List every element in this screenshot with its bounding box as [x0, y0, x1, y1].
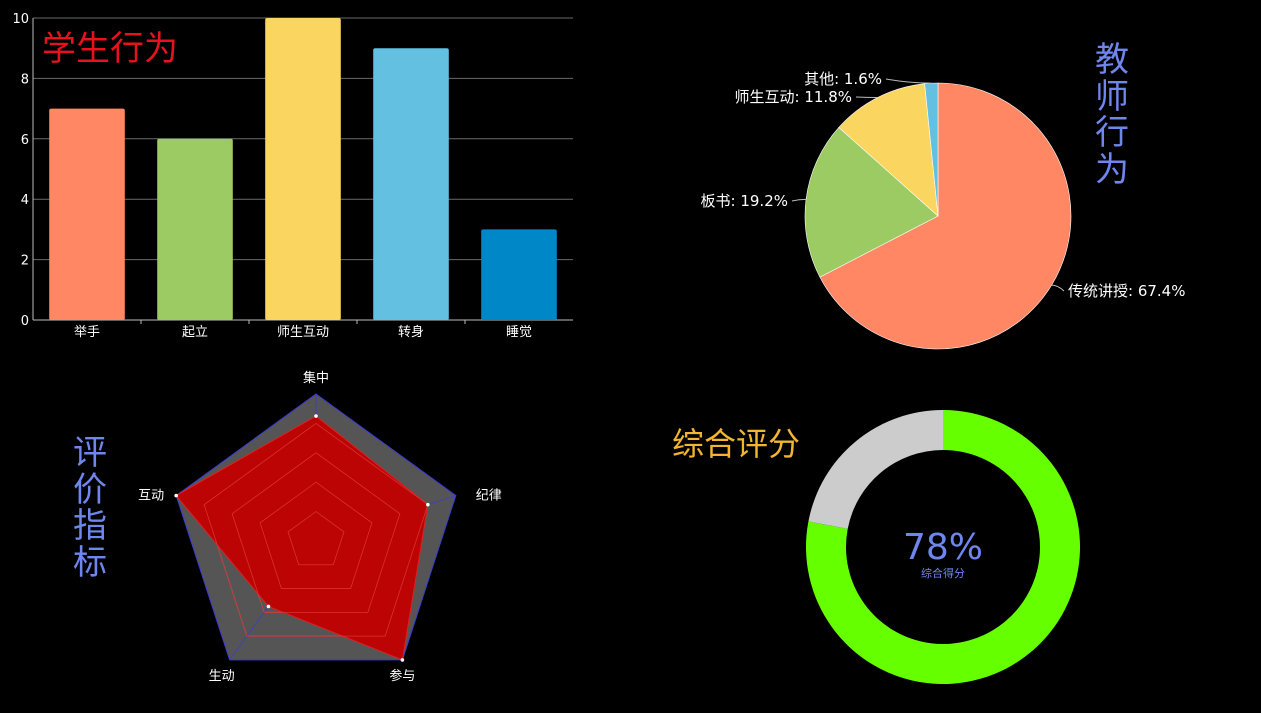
radar-point	[401, 658, 405, 662]
bar-x-tick-label: 师生互动	[277, 325, 329, 340]
pie-leader-line	[792, 199, 806, 201]
teacher-behavior-pie-chart: 传统讲授: 67.4% 板书: 19.2% 师生互动: 11.8%其他: 1.6%	[620, 0, 1261, 370]
student-behavior-title: 学生行为	[42, 32, 178, 66]
bar-y-tick-label: 2	[21, 254, 29, 269]
radar-axis-label: 集中	[303, 370, 329, 386]
radar-point	[426, 503, 430, 507]
overall-score-panel: 78%综合得分 综合评分	[620, 380, 1261, 709]
radar-axis-label: 纪律	[476, 489, 502, 504]
student-behavior-panel: 0 2 4 6 8 10 举手 起立 师生互动 转身 睡觉 学生行为	[0, 0, 600, 355]
bar-y-tick-label: 8	[21, 72, 29, 87]
radar-point	[314, 414, 318, 418]
bar-x-tick-label: 举手	[74, 325, 100, 340]
pie-slice-label: 传统讲授: 67.4%	[1068, 282, 1185, 300]
bar-x-tick-label: 起立	[182, 325, 208, 340]
bar-2	[157, 139, 233, 320]
overall-score-title: 综合评分	[672, 428, 800, 460]
pie-slice-label: 师生互动: 11.8%	[735, 88, 852, 106]
bar-y-tick-label: 4	[21, 193, 29, 208]
donut-remaining-arc	[808, 410, 943, 529]
radar-axis-label: 生动	[209, 669, 235, 684]
teacher-behavior-title: 教师行为	[1092, 42, 1132, 189]
pie-leader-line	[886, 79, 931, 83]
evaluation-title: 评价指标	[70, 435, 110, 582]
radar-axis-label: 参与	[389, 668, 415, 684]
donut-center-value: 78%	[903, 527, 983, 568]
pie-slice-label: 板书: 19.2%	[701, 192, 788, 210]
bar-x-tick-label: 转身	[398, 324, 424, 340]
radar-point	[267, 605, 271, 609]
pie-leader-line	[1052, 285, 1064, 291]
bar-4	[373, 48, 449, 320]
radar-point	[174, 494, 178, 498]
bar-y-tick-label: 0	[21, 314, 29, 329]
radar-axis-label: 互动	[138, 489, 164, 504]
bar-3	[265, 18, 341, 320]
bar-5	[481, 229, 557, 320]
bar-1	[49, 109, 125, 320]
bar-y-tick-label: 6	[21, 133, 29, 148]
bar-y-tick-label: 10	[12, 12, 29, 27]
donut-sub-label: 综合得分	[921, 566, 965, 580]
pie-slice-label: 其他: 1.6%	[804, 70, 882, 88]
teacher-behavior-panel: 传统讲授: 67.4%板书: 19.2%师生互动: 11.8%其他: 1.6% …	[620, 0, 1261, 370]
evaluation-panel: 集中纪律参与 生动 互动 评价指标	[0, 365, 600, 709]
bar-x-tick-label: 睡觉	[506, 325, 532, 340]
